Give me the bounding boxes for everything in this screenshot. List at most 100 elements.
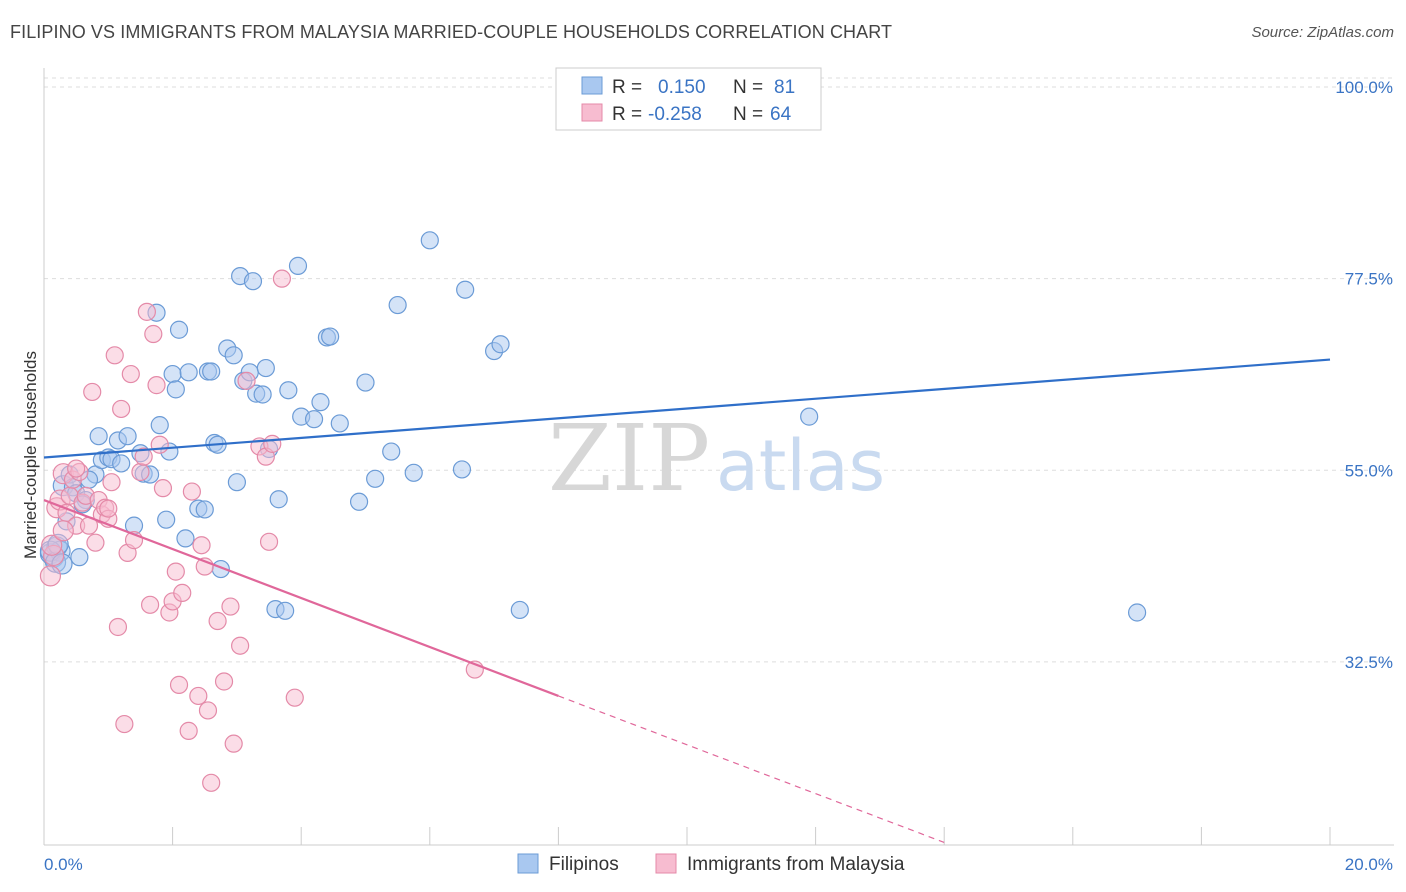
filipinos-point [179, 363, 198, 382]
malaysia-point [169, 675, 189, 694]
series-legend-swatch-filipinos [517, 853, 539, 874]
malaysia-point [112, 399, 131, 419]
filipinos-point [169, 320, 189, 339]
filipinos-point [150, 416, 169, 435]
axis-layer [43, 68, 1394, 846]
y-tick-label: 55.0% [1345, 461, 1393, 480]
y-tick-labels: 32.5% 55.0% 77.5% 100.0% [1335, 78, 1393, 672]
chart-source: Source: ZipAtlas.com [1251, 24, 1394, 41]
correlation-legend: R = 0.150 N = 81 R = -0.258 N = 64 [555, 67, 822, 131]
filipinos-point [163, 364, 182, 384]
filipinos-point [330, 414, 349, 433]
filipinos-point [491, 335, 510, 354]
filipinos-point [224, 346, 243, 365]
malaysia-point [192, 536, 211, 555]
series-legend-label-malaysia: Immigrants from Malaysia [687, 854, 905, 875]
malaysia-point [285, 688, 304, 707]
filipinos-point [1127, 603, 1147, 622]
filipinos-point [510, 600, 529, 620]
malaysia-point [140, 595, 160, 614]
watermark-atlas: atlas [716, 425, 885, 507]
filipinos-point [800, 407, 819, 426]
malaysia-point [221, 597, 240, 616]
filipinos-point [366, 469, 385, 488]
malaysia-point [189, 686, 208, 706]
malaysia-point [214, 672, 234, 691]
malaysia-point [150, 435, 169, 454]
filipinos-point [321, 327, 340, 346]
y-tick-label: 32.5% [1345, 653, 1393, 672]
filipinos-point [243, 272, 263, 291]
legend-r-label-pink: R = [612, 104, 642, 125]
filipinos-point [118, 427, 137, 446]
malaysia-point [131, 462, 150, 482]
malaysia-trendline-extension [558, 695, 945, 844]
points-layer [39, 231, 1147, 792]
malaysia-point [134, 447, 153, 466]
watermark-zip: ZIP [548, 405, 710, 512]
malaysia-point [272, 269, 292, 288]
series-legend-label-filipinos: Filipinos [549, 854, 619, 875]
legend-n-value-blue: 81 [774, 77, 795, 98]
filipinos-point [288, 256, 308, 275]
filipinos-point [195, 500, 214, 519]
malaysia-point [121, 364, 140, 384]
malaysia-point [52, 520, 74, 542]
y-axis-title: Married-couple Households [21, 351, 40, 559]
filipinos-point [382, 442, 401, 461]
filipinos-point [349, 492, 369, 511]
filipinos-point [456, 280, 475, 299]
malaysia-point [224, 734, 243, 753]
filipinos-point [388, 295, 407, 315]
legend-r-label-blue: R = [612, 77, 642, 98]
filipinos-point [404, 463, 423, 482]
malaysia-point [147, 376, 166, 395]
malaysia-point [137, 302, 156, 321]
malaysia-point [202, 773, 221, 792]
series-legend: Filipinos Immigrants from Malaysia [517, 853, 905, 875]
legend-swatch-pink [581, 103, 603, 122]
malaysia-point [166, 562, 185, 581]
x-tick-label-min: 0.0% [44, 855, 83, 874]
filipinos-trendline [43, 358, 1331, 459]
malaysia-point [105, 346, 124, 365]
legend-n-label-pink: N = [733, 104, 763, 125]
watermark: ZIP atlas [548, 405, 885, 512]
filipinos-point [420, 231, 439, 250]
y-tick-label: 100.0% [1335, 78, 1393, 97]
filipinos-point [157, 510, 176, 529]
filipinos-point [269, 490, 288, 509]
malaysia-point [39, 565, 62, 587]
malaysia-point [41, 534, 63, 556]
filipinos-point [356, 373, 375, 392]
filipinos-point [227, 473, 246, 492]
filipinos-point [166, 380, 185, 399]
filipinos-point [304, 410, 324, 429]
malaysia-point [83, 382, 102, 402]
trend-layer [43, 358, 1331, 844]
malaysia-point [182, 482, 201, 501]
series-legend-swatch-malaysia [655, 853, 677, 874]
filipinos-point [176, 529, 195, 548]
filipinos-point [279, 381, 298, 400]
malaysia-point [259, 532, 279, 551]
malaysia-point [263, 434, 282, 453]
malaysia-point [173, 583, 192, 603]
filipinos-point [452, 460, 472, 479]
malaysia-point [179, 721, 198, 740]
filipinos-point [202, 362, 221, 381]
legend-n-label-blue: N = [733, 77, 763, 98]
legend-swatch-blue [581, 76, 603, 95]
filipinos-point [276, 601, 295, 620]
malaysia-point [208, 611, 227, 631]
chart-title: FILIPINO VS IMMIGRANTS FROM MALAYSIA MAR… [10, 22, 893, 42]
legend-n-value-pink: 64 [770, 104, 792, 125]
filipinos-point [112, 454, 131, 473]
malaysia-point [198, 701, 218, 720]
malaysia-point [108, 617, 128, 637]
malaysia-point [102, 473, 121, 492]
malaysia-point [86, 533, 105, 552]
malaysia-point [67, 459, 86, 478]
malaysia-point [237, 371, 256, 390]
